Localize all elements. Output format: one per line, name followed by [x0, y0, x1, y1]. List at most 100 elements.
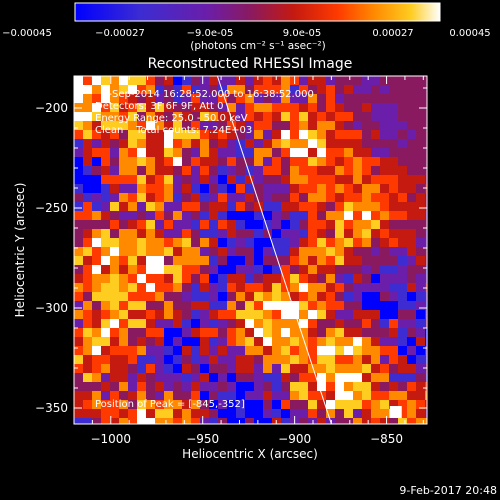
heatmap-cell: [335, 85, 344, 94]
heatmap-cell: [74, 229, 83, 238]
heatmap-cell: [371, 220, 380, 229]
heatmap-cell: [407, 337, 416, 346]
heatmap-cell: [74, 76, 83, 85]
heatmap-cell: [155, 373, 164, 382]
heatmap-cell: [92, 418, 101, 424]
heatmap-cell: [173, 256, 182, 265]
heatmap-cell: [425, 139, 427, 148]
heatmap-cell: [281, 76, 290, 85]
heatmap-cell: [299, 256, 308, 265]
heatmap-cell: [317, 418, 326, 424]
heatmap-cell: [128, 211, 137, 220]
heatmap-cell: [110, 148, 119, 157]
heatmap-cell: [407, 292, 416, 301]
heatmap-cell: [425, 256, 427, 265]
heatmap-cell: [308, 112, 317, 121]
heatmap-cell: [317, 355, 326, 364]
heatmap-cell: [308, 337, 317, 346]
heatmap-cell: [110, 211, 119, 220]
heatmap-cell: [371, 184, 380, 193]
heatmap-cell: [326, 328, 335, 337]
heatmap-cell: [110, 400, 119, 409]
heatmap-cell: [119, 274, 128, 283]
heatmap-cell: [299, 418, 308, 424]
heatmap-cell: [146, 337, 155, 346]
heatmap-cell: [173, 418, 182, 424]
heatmap-cell: [227, 121, 236, 130]
heatmap-cell: [92, 103, 101, 112]
heatmap-cell: [173, 184, 182, 193]
heatmap-cell: [191, 382, 200, 391]
heatmap-cell: [425, 418, 427, 424]
heatmap-cell: [92, 247, 101, 256]
heatmap-cell: [218, 292, 227, 301]
heatmap-cell: [182, 112, 191, 121]
heatmap-cell: [380, 247, 389, 256]
heatmap-cell: [398, 229, 407, 238]
heatmap-cell: [128, 85, 137, 94]
heatmap-cell: [137, 121, 146, 130]
heatmap-cell: [236, 238, 245, 247]
heatmap-cell: [380, 202, 389, 211]
heatmap-cell: [155, 391, 164, 400]
heatmap-cell: [236, 166, 245, 175]
heatmap-cell: [281, 373, 290, 382]
heatmap-cell: [263, 76, 272, 85]
heatmap-cell: [137, 292, 146, 301]
heatmap-cell: [389, 355, 398, 364]
heatmap-cell: [335, 220, 344, 229]
heatmap-cell: [407, 400, 416, 409]
heatmap-cell: [200, 328, 209, 337]
heatmap-cell: [425, 94, 427, 103]
heatmap-cell: [83, 193, 92, 202]
heatmap-cell: [344, 211, 353, 220]
heatmap-cell: [335, 130, 344, 139]
heatmap-cell: [344, 148, 353, 157]
plot-frame: [73, 75, 428, 425]
heatmap-cell: [236, 139, 245, 148]
heatmap-cell: [299, 265, 308, 274]
heatmap-cell: [218, 148, 227, 157]
heatmap-cell: [299, 229, 308, 238]
heatmap-cell: [227, 373, 236, 382]
heatmap-cell: [326, 157, 335, 166]
heatmap-cell: [398, 94, 407, 103]
heatmap-cell: [74, 391, 83, 400]
heatmap-cell: [425, 220, 427, 229]
heatmap-cell: [353, 355, 362, 364]
heatmap-cell: [371, 337, 380, 346]
heatmap-cell: [425, 373, 427, 382]
heatmap-cell: [407, 184, 416, 193]
x-tick-label: −950: [186, 432, 219, 446]
heatmap-cell: [416, 121, 425, 130]
heatmap-cell: [173, 274, 182, 283]
heatmap-cell: [164, 76, 173, 85]
heatmap-cell: [128, 346, 137, 355]
heatmap-cell: [398, 364, 407, 373]
heatmap-cell: [245, 148, 254, 157]
heatmap-cell: [218, 85, 227, 94]
heatmap-cell: [371, 103, 380, 112]
heatmap-cell: [137, 157, 146, 166]
heatmap-cell: [344, 274, 353, 283]
heatmap-cell: [200, 112, 209, 121]
heatmap-cell: [398, 121, 407, 130]
heatmap-cell: [146, 247, 155, 256]
heatmap-cell: [209, 148, 218, 157]
heatmap-cell: [362, 247, 371, 256]
heatmap-cell: [119, 346, 128, 355]
heatmap-cell: [245, 193, 254, 202]
heatmap-cell: [407, 175, 416, 184]
heatmap-cell: [380, 364, 389, 373]
x-tick-labels: −1000 −950 −900 −850: [90, 432, 403, 446]
heatmap-cell: [335, 265, 344, 274]
heatmap-cell: [236, 94, 245, 103]
heatmap-cell: [128, 418, 137, 424]
heatmap-cell: [173, 292, 182, 301]
heatmap-cell: [119, 112, 128, 121]
heatmap-cell: [407, 121, 416, 130]
heatmap-cell: [416, 85, 425, 94]
heatmap-cell: [317, 364, 326, 373]
heatmap-cell: [308, 319, 317, 328]
heatmap-cell: [326, 409, 335, 418]
